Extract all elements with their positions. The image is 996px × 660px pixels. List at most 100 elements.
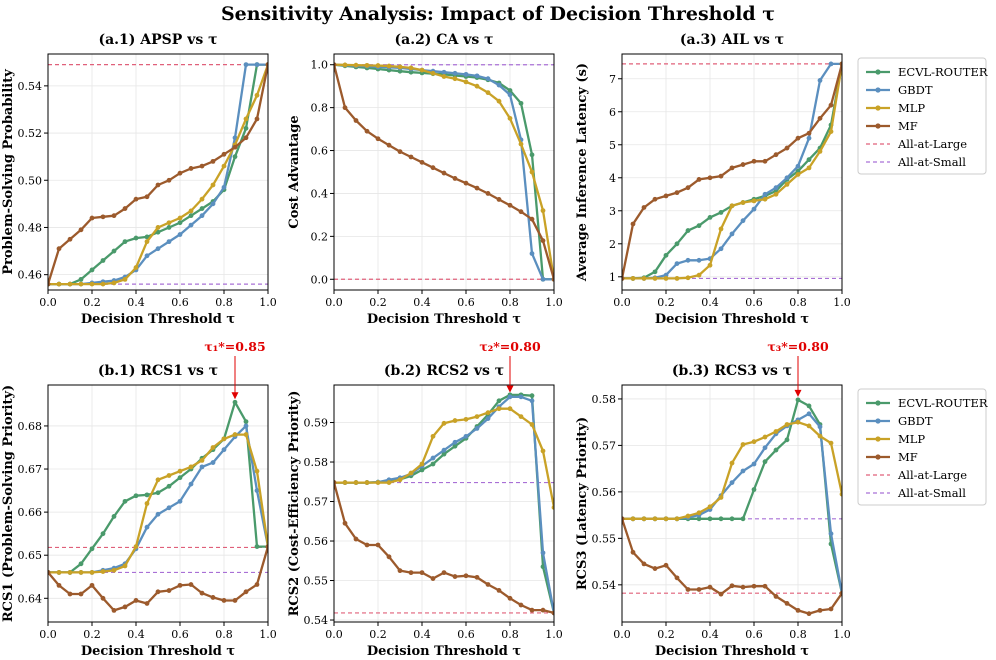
data-point-mf — [652, 566, 658, 571]
data-point-mf — [199, 590, 205, 596]
data-point-mf — [762, 158, 768, 164]
data-point-mlp — [56, 570, 62, 575]
panel-title: (a.1) APSP vs τ — [98, 32, 217, 48]
data-point-mlp — [718, 226, 724, 232]
data-point-mlp — [419, 67, 425, 73]
data-point-mlp — [430, 433, 436, 439]
data-point-mf — [111, 607, 117, 613]
x-axis-label: Decision Threshold τ — [81, 644, 236, 659]
data-point-mf — [718, 173, 724, 179]
y-tick-label: 0.2 — [311, 230, 329, 243]
data-point-mlp — [806, 165, 812, 171]
data-point-mlp — [144, 239, 150, 245]
data-point-mf — [89, 215, 95, 221]
data-point-mlp — [817, 433, 823, 439]
data-point-mf — [397, 568, 403, 574]
data-point-mf — [663, 193, 669, 199]
data-point-gbdt — [685, 257, 691, 263]
data-point-ecvl-router — [663, 252, 669, 258]
data-point-ecvl-router — [507, 88, 513, 93]
data-point-mlp — [696, 510, 702, 516]
legend-label-ecvl-router: ECVL-ROUTER — [898, 65, 988, 79]
data-point-mlp — [784, 422, 790, 427]
data-point-mlp — [641, 516, 647, 522]
series-line-mlp — [48, 64, 268, 286]
y-tick-label: 0.54 — [18, 80, 43, 93]
data-point-mlp — [364, 480, 370, 485]
y-tick-label: 0.56 — [592, 486, 617, 499]
data-point-mlp — [342, 62, 348, 68]
data-point-gbdt — [430, 455, 436, 461]
legend-box — [857, 57, 987, 175]
data-point-gbdt — [144, 253, 150, 259]
data-point-ecvl-router — [100, 258, 106, 263]
data-point-mlp — [188, 208, 194, 214]
data-point-mf — [463, 573, 469, 579]
data-point-mlp — [540, 208, 546, 214]
axes-frame — [47, 53, 269, 291]
data-point-ecvl-router — [529, 152, 535, 158]
y-tick-label: 0.56 — [304, 535, 329, 548]
x-tick-label: 0.4 — [413, 296, 431, 309]
data-point-mlp — [177, 468, 183, 474]
x-tick-label: 0.8 — [215, 296, 233, 309]
x-tick-label: 0.4 — [701, 628, 719, 641]
data-point-gbdt — [474, 426, 480, 431]
data-point-mf — [529, 216, 535, 222]
data-point-ecvl-router — [518, 100, 524, 106]
y-tick-label: 0.4 — [311, 187, 329, 200]
legend-label-all-at-small: All-at-Small — [897, 155, 966, 169]
y-tick-label: 0.8 — [311, 102, 329, 115]
data-point-mf — [685, 185, 691, 191]
data-point-ecvl-router — [166, 483, 172, 489]
data-point-mf — [441, 170, 447, 176]
data-point-mf — [334, 480, 337, 485]
data-point-gbdt — [751, 206, 757, 212]
data-point-mlp — [463, 79, 469, 85]
axes-frame — [333, 53, 555, 291]
data-point-mf — [243, 135, 249, 141]
data-point-gbdt — [540, 276, 546, 282]
data-point-mf — [111, 213, 117, 219]
data-point-mf — [48, 281, 51, 287]
series-layer — [334, 392, 554, 616]
data-point-mf — [122, 206, 128, 211]
data-point-mlp — [210, 445, 216, 450]
x-axis-label: Decision Threshold τ — [367, 644, 522, 659]
data-point-mlp — [463, 416, 469, 422]
data-point-gbdt — [177, 498, 183, 504]
data-point-mlp — [773, 191, 779, 197]
x-tick-label: 0.0 — [325, 296, 343, 309]
data-point-mlp — [408, 65, 414, 71]
series-line-ecvl-router — [48, 401, 268, 574]
data-point-mf — [540, 607, 546, 613]
data-point-gbdt — [221, 447, 227, 453]
series-line-gbdt — [622, 62, 842, 280]
data-point-mf — [155, 182, 161, 188]
data-point-mlp — [751, 439, 757, 445]
data-point-mlp — [817, 148, 823, 154]
data-point-mf — [210, 158, 216, 164]
data-point-ecvl-router — [685, 228, 691, 233]
annotation-label: τ₃*=0.80 — [767, 339, 829, 354]
data-point-mf — [342, 520, 348, 526]
data-point-ecvl-router — [254, 544, 260, 549]
legend-marker-ecvl-router — [875, 400, 881, 406]
data-point-ecvl-router — [166, 225, 172, 230]
data-point-mf — [430, 576, 436, 581]
data-point-mf — [419, 570, 425, 576]
data-point-mf — [485, 582, 491, 587]
data-point-mf — [221, 598, 227, 603]
data-point-mlp — [188, 464, 194, 470]
data-point-mlp — [397, 64, 403, 70]
series-layer — [622, 397, 842, 617]
data-point-mf — [430, 165, 436, 171]
data-point-gbdt — [188, 222, 194, 228]
data-point-mf — [232, 144, 238, 150]
x-axis-label: Decision Threshold τ — [81, 312, 236, 327]
data-point-mlp — [828, 440, 834, 446]
legend-label-gbdt: GBDT — [898, 414, 933, 428]
data-point-mf — [622, 276, 625, 281]
data-point-ecvl-router — [773, 447, 779, 453]
data-point-ecvl-router — [78, 561, 84, 567]
